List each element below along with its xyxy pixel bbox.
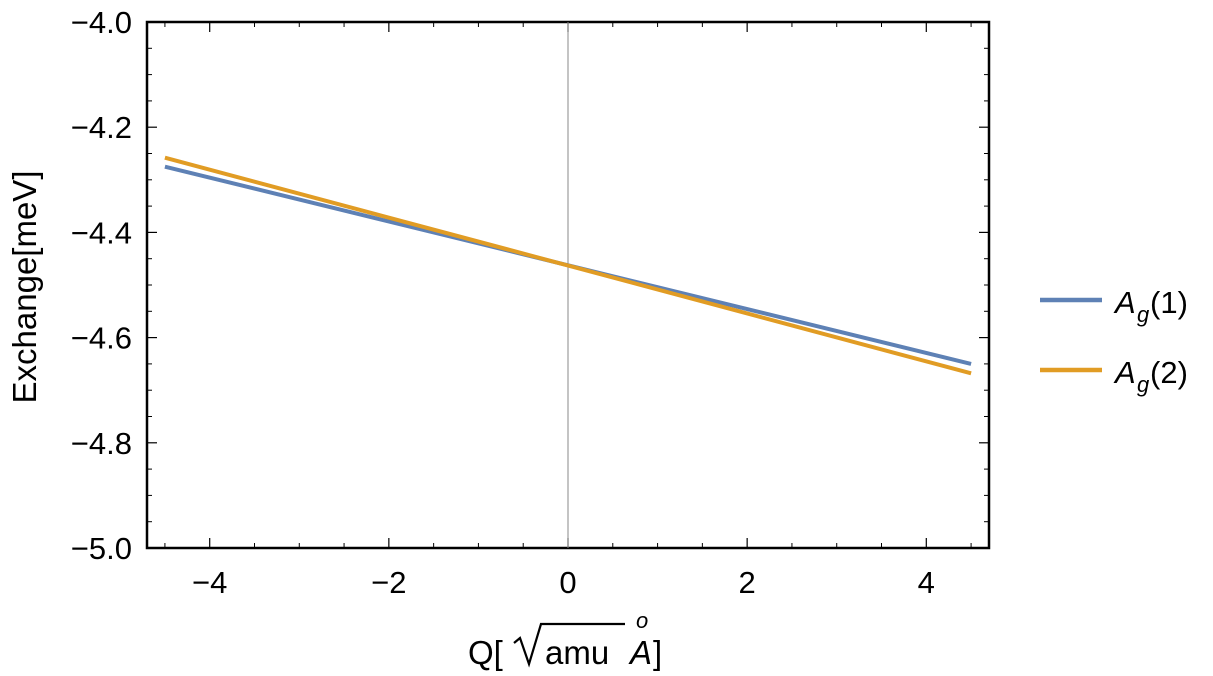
x-tick-label: 0 [559, 565, 576, 600]
legend-label-1-base: A [1113, 285, 1136, 320]
x-axis-title-suffix: ] [653, 634, 662, 671]
y-tick-labels: −5.0 −4.8 −4.6 −4.4 −4.2 −4.0 [71, 5, 132, 566]
legend-label-2-base: A [1113, 355, 1136, 390]
sqrt-radical [513, 622, 625, 668]
x-axis-title: Q[ amu A o ] [468, 608, 662, 671]
x-axis-title-prefix: Q[ [468, 634, 503, 671]
x-axis-title-unit-mark: o [636, 608, 648, 633]
y-tick-label: −4.6 [71, 321, 132, 356]
legend-label-1-tail: (1) [1150, 285, 1188, 320]
x-tick-label: 2 [739, 565, 756, 600]
legend-item-1: A g (1) [1040, 285, 1188, 327]
y-tick-label: −4.8 [71, 426, 132, 461]
x-tick-label: −2 [371, 565, 406, 600]
legend: A g (1) A g (2) [1040, 285, 1188, 397]
legend-label-2-sub: g [1137, 372, 1150, 397]
x-axis-title-unit: A [628, 634, 652, 671]
x-tick-label: 4 [918, 565, 935, 600]
x-axis-title-root: amu [545, 634, 609, 671]
y-axis-title: Exchange[meV] [6, 171, 43, 404]
x-tick-label: −4 [192, 565, 227, 600]
legend-item-2: A g (2) [1040, 355, 1188, 397]
y-tick-label: −5.0 [71, 531, 132, 566]
y-tick-label: −4.0 [71, 5, 132, 40]
legend-label-2-tail: (2) [1150, 355, 1188, 390]
y-tick-label: −4.4 [71, 215, 132, 250]
y-tick-label: −4.2 [71, 110, 132, 145]
series-lines [164, 155, 972, 376]
x-tick-labels: −4 −2 0 2 4 [192, 565, 935, 600]
series-line-2 [164, 155, 972, 376]
minor-ticks [147, 22, 989, 548]
legend-label-1-sub: g [1137, 302, 1150, 327]
